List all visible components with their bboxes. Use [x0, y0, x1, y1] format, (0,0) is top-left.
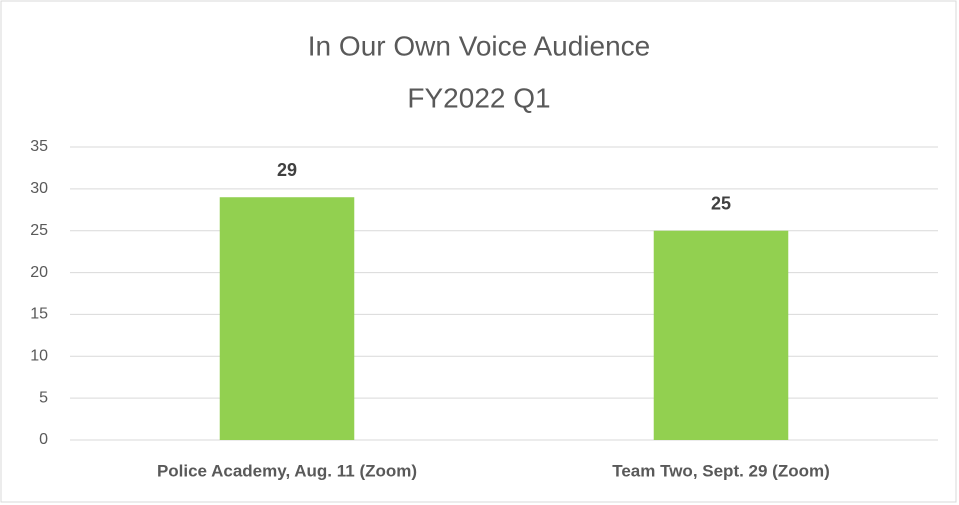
- data-label: 29: [277, 160, 297, 180]
- y-tick-label: 15: [30, 306, 48, 323]
- data-label: 25: [711, 193, 731, 213]
- y-tick-label: 30: [30, 180, 48, 197]
- chart-subtitle: FY2022 Q1: [407, 82, 550, 113]
- y-tick-label: 35: [30, 138, 48, 155]
- bar: [219, 197, 355, 440]
- y-tick-label: 0: [39, 431, 48, 448]
- bar: [653, 230, 789, 440]
- y-tick-label: 20: [30, 264, 48, 281]
- x-tick-label: Police Academy, Aug. 11 (Zoom): [157, 461, 417, 480]
- y-tick-label: 25: [30, 222, 48, 239]
- chart-title: In Our Own Voice Audience: [308, 30, 650, 61]
- y-tick-label: 5: [39, 389, 48, 406]
- x-tick-label: Team Two, Sept. 29 (Zoom): [612, 461, 830, 480]
- y-tick-label: 10: [30, 348, 48, 365]
